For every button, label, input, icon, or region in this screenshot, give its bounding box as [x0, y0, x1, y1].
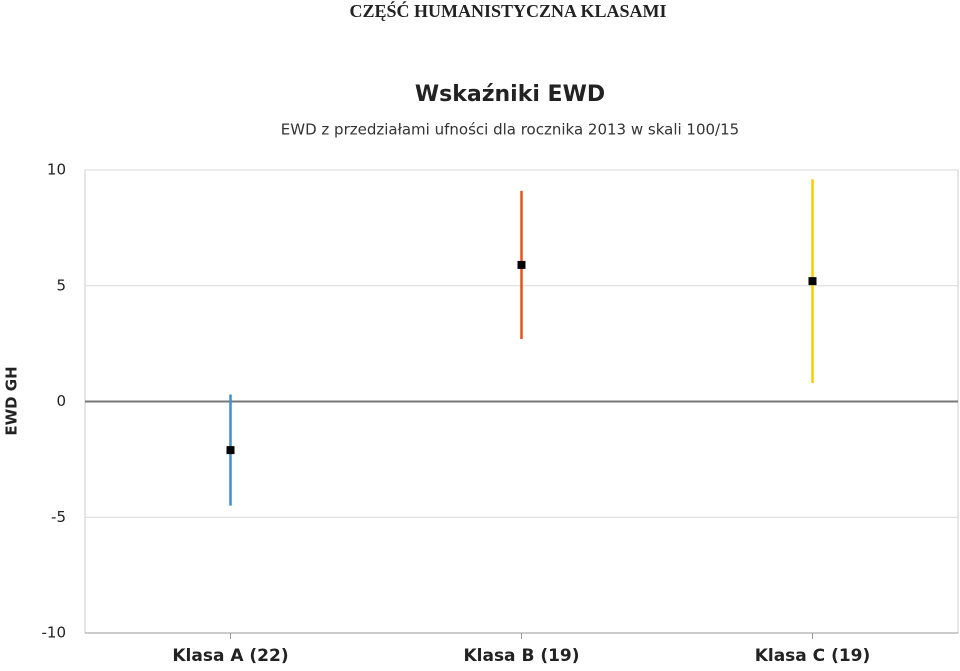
chart-title: Wskaźniki EWD — [415, 82, 605, 107]
point — [517, 260, 526, 269]
point — [226, 446, 235, 455]
page-header: CZĘŚĆ HUMANISTYCZNA KLASAMI — [349, 0, 666, 21]
y-tick-label: 10 — [47, 161, 66, 179]
point — [808, 277, 817, 286]
y-axis-label: EWD GH — [3, 366, 21, 435]
y-tick-label: 5 — [56, 276, 66, 294]
x-tick-label: Klasa B (19) — [463, 646, 579, 666]
x-tick-label: Klasa A (22) — [172, 646, 288, 666]
chart-subtitle: EWD z przedziałami ufności dla rocznika … — [281, 121, 739, 139]
x-tick-label: Klasa C (19) — [755, 646, 871, 666]
y-tick-label: 0 — [56, 392, 66, 410]
y-tick-label: -5 — [51, 508, 66, 526]
y-tick-label: -10 — [42, 624, 67, 642]
